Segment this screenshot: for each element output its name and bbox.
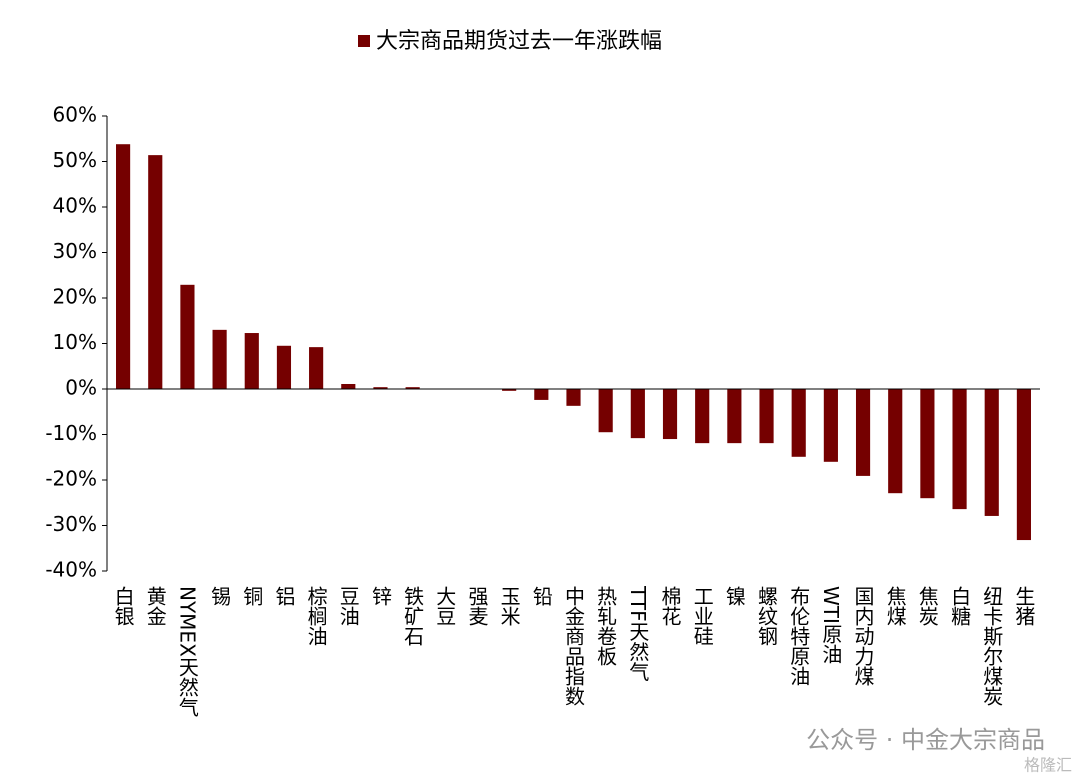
x-tick-label: 铁矿石 <box>401 586 425 646</box>
bar <box>244 333 259 389</box>
bar <box>534 389 549 400</box>
x-tick-label: 白糖 <box>948 586 972 626</box>
x-tick-label: WTI原油 <box>819 586 843 664</box>
y-tick-label: -20% <box>45 467 97 491</box>
y-tick-label: 10% <box>53 330 97 354</box>
y-tick-label: 60% <box>53 103 97 127</box>
x-tick-label: 焦煤 <box>883 586 907 626</box>
x-tick-label: 中金商品指数 <box>562 586 586 706</box>
x-tick-label: 铝 <box>272 586 296 606</box>
bar <box>180 284 195 389</box>
legend-swatch <box>358 35 370 47</box>
bar <box>727 389 742 444</box>
y-tick-label: 30% <box>53 239 97 263</box>
y-tick-label: -40% <box>45 558 97 582</box>
bar <box>952 389 967 510</box>
x-tick-label: 铜 <box>240 586 264 606</box>
x-tick-label: 锡 <box>208 586 232 606</box>
x-tick-label: 大豆 <box>433 586 457 626</box>
bar <box>116 144 131 389</box>
bar <box>984 389 999 516</box>
watermark: 公众号 · 中金大宗商品 <box>806 726 1045 754</box>
x-tick-label: 棉花 <box>658 586 682 626</box>
bar <box>212 329 227 389</box>
bar <box>695 389 710 444</box>
bar <box>630 389 645 439</box>
bar <box>405 387 420 389</box>
bar <box>276 345 292 389</box>
x-tick-label: 生猪 <box>1012 586 1036 626</box>
x-tick-label: 热轧卷板 <box>594 586 618 666</box>
y-tick-label: -10% <box>45 421 97 445</box>
x-tick-label: 国内动力煤 <box>851 586 875 686</box>
bar <box>759 389 774 444</box>
x-tick-label: 豆油 <box>336 586 360 626</box>
x-tick-label: 镍 <box>722 586 746 606</box>
bar <box>566 389 581 406</box>
x-tick-label: 纽卡斯尔煤炭 <box>980 586 1004 706</box>
x-tick-label: 螺纹钢 <box>755 586 779 646</box>
x-tick-label: TTF天然气 <box>626 585 650 682</box>
x-tick-label: 棕榈油 <box>304 586 328 646</box>
bar <box>148 155 163 389</box>
x-tick-label: 锌 <box>368 586 392 606</box>
bar <box>662 389 678 440</box>
bar <box>1016 389 1031 541</box>
y-tick-label: 20% <box>53 285 97 309</box>
x-tick-label: 强麦 <box>465 586 489 626</box>
x-tick-label: 玉米 <box>497 586 521 626</box>
bar <box>855 389 871 476</box>
y-tick-label: 50% <box>53 148 97 172</box>
x-tick-label: 黄金 <box>143 586 167 626</box>
x-tick-label: 工业硅 <box>690 586 714 646</box>
bar <box>920 389 935 499</box>
bar <box>823 389 838 462</box>
bar <box>309 347 324 389</box>
x-tick-label: 白银 <box>111 586 135 626</box>
x-tick-label: 焦炭 <box>915 586 939 626</box>
bar <box>888 389 903 494</box>
x-tick-label: 铅 <box>529 586 553 606</box>
y-tick-label: 40% <box>53 194 97 218</box>
bar <box>791 389 806 457</box>
bar <box>373 387 388 389</box>
y-tick-label: -30% <box>45 512 97 536</box>
x-tick-label: NYMEX天然气 <box>175 586 199 717</box>
bar <box>598 389 613 433</box>
y-tick-label: 0% <box>65 376 97 400</box>
legend-label: 大宗商品期货过去一年涨跌幅 <box>376 29 662 54</box>
x-tick-label: 布伦特原油 <box>787 586 811 686</box>
watermark: 格隆汇 <box>1024 756 1072 775</box>
bar <box>341 383 356 389</box>
bar <box>502 389 517 391</box>
